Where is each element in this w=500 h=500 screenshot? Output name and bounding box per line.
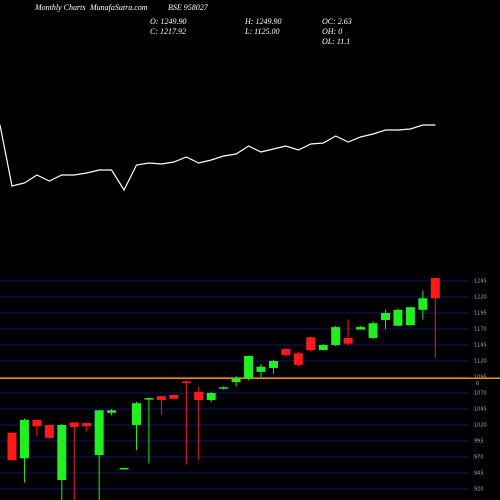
- candle-body: [32, 419, 42, 427]
- y-tick-label: 995: [474, 439, 484, 445]
- y-tick-label: 1120: [474, 359, 487, 365]
- y-tick-label: 1020: [474, 423, 487, 429]
- candle-body: [293, 353, 303, 365]
- y-tick-label: 1245: [474, 279, 487, 285]
- y-tick-label: 1170: [474, 327, 487, 333]
- candle-body: [368, 323, 378, 338]
- candle-body: [119, 467, 129, 470]
- y-tick-label: 1220: [474, 295, 487, 301]
- candle-body: [256, 366, 266, 372]
- candle-body: [219, 387, 229, 389]
- ohlc-info: C: 1217.92: [150, 27, 186, 36]
- candle-body: [231, 378, 241, 383]
- y-tick-label: 945: [474, 471, 484, 477]
- candle-body: [405, 307, 415, 326]
- ohlc-info: H: 1249.90: [244, 17, 281, 26]
- y-tick-label: 1095: [474, 375, 487, 381]
- ohlc-info: OH: 0: [322, 27, 342, 36]
- source: MunafaSutra.com: [89, 3, 148, 12]
- candle-body: [430, 277, 440, 299]
- y-tick-label: 1195: [474, 311, 487, 317]
- symbol: BSE 958027: [168, 3, 209, 12]
- candle-body: [181, 381, 191, 383]
- ohlc-info: O: 1249.90: [150, 17, 186, 26]
- candle-body: [194, 391, 204, 401]
- y-tick-label: 1045: [474, 407, 487, 413]
- candle-body: [418, 298, 428, 310]
- candle-body: [82, 423, 92, 427]
- candle-body: [7, 432, 17, 461]
- candle-body: [206, 393, 216, 401]
- ohlc-info: L: 1125.00: [244, 27, 280, 36]
- ohlc-info: OL: 11.1: [322, 37, 350, 46]
- indicator-line: [0, 124, 436, 192]
- candle-body: [343, 337, 353, 344]
- candle-body: [69, 422, 79, 427]
- candle-body: [244, 355, 254, 379]
- candle-body: [281, 348, 291, 356]
- candle-body: [107, 410, 117, 413]
- candle-body: [19, 419, 29, 459]
- candle-body: [268, 361, 278, 369]
- candle-body: [393, 309, 403, 326]
- chart-title: Monthly Charts: [34, 3, 85, 12]
- candle-body: [144, 398, 154, 400]
- y-tick-label: 970: [474, 455, 484, 461]
- candle-body: [132, 403, 141, 425]
- candle-body: [44, 425, 54, 438]
- candle-body: [57, 425, 67, 481]
- y-tick-label: 1145: [474, 343, 487, 349]
- candle-body: [94, 410, 104, 456]
- candle-body: [306, 337, 316, 351]
- candle-body: [381, 313, 390, 321]
- candle-body: [331, 327, 341, 345]
- candle-body: [169, 394, 179, 399]
- candle-body: [318, 345, 328, 351]
- y-tick-label: 920: [474, 487, 484, 493]
- reference-label: 0: [476, 381, 479, 387]
- candle-body: [356, 327, 366, 330]
- y-tick-label: 1070: [474, 391, 487, 397]
- candle-body: [156, 396, 166, 401]
- ohlc-info: OC: 2.63: [322, 17, 352, 26]
